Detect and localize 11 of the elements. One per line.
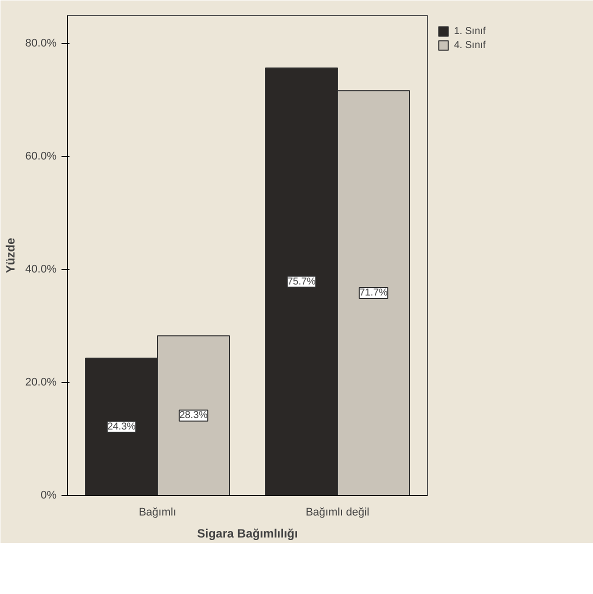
- y-tick-label: 0%: [40, 490, 57, 502]
- legend-label: 4. Sınıf: [454, 40, 486, 50]
- x-tick-label: Bağımlı: [138, 506, 176, 518]
- x-tick-label: Bağımlı değil: [306, 506, 370, 518]
- y-axis-title: Yüzde: [3, 238, 18, 274]
- y-tick-label: 80.0%: [25, 38, 57, 50]
- x-axis-title: Sigara Bağımlılığı: [197, 526, 298, 540]
- legend-label: 1. Sınıf: [454, 26, 486, 36]
- y-tick-label: 20.0%: [25, 376, 57, 389]
- y-tick-label: 40.0%: [25, 264, 57, 276]
- y-tick-label: 60.0%: [25, 150, 57, 163]
